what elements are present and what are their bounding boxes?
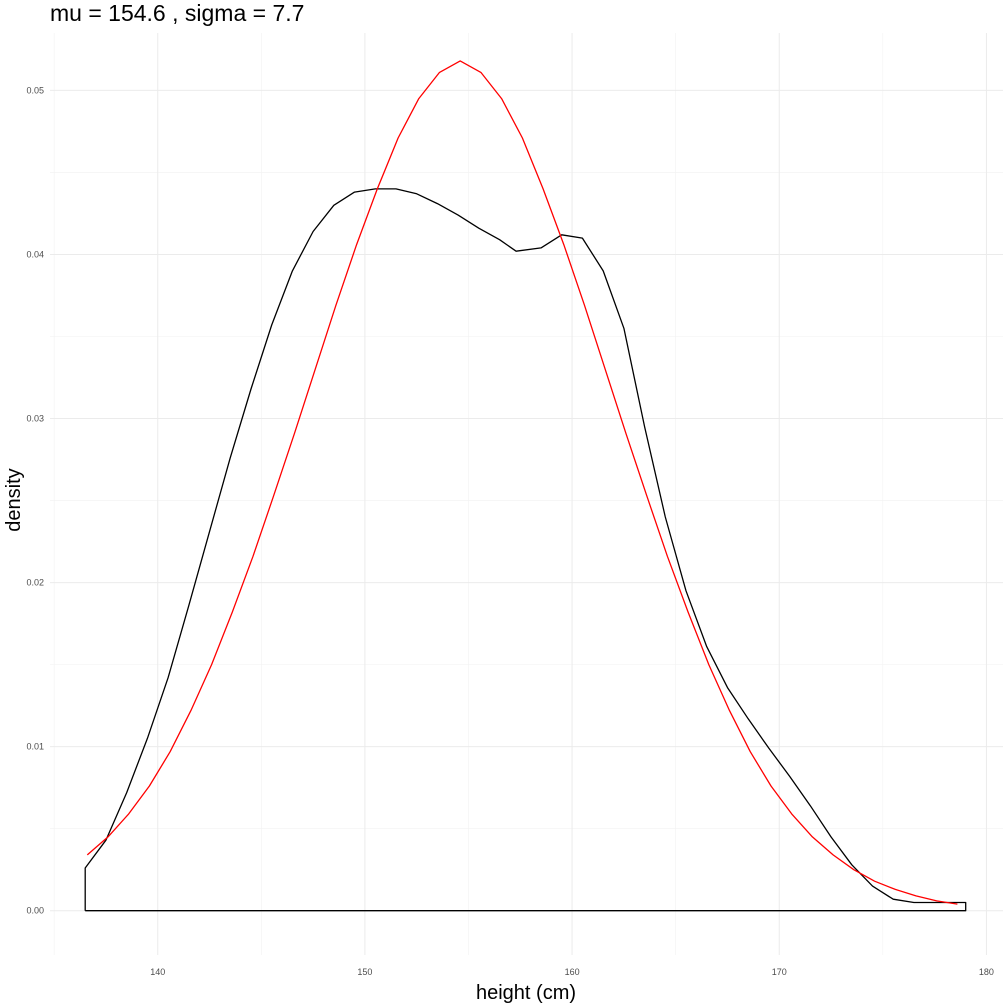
- y-tick-label: 0.05: [26, 85, 44, 95]
- x-axis-title: height (cm): [476, 982, 576, 1004]
- series-layer: [84, 60, 967, 912]
- x-tick-label: 140: [150, 967, 165, 977]
- kernel-density-curve: [84, 188, 967, 912]
- y-tick-label: 0.02: [26, 578, 44, 588]
- y-tick-labels: 0.00 0.01 0.02 0.03 0.04 0.05: [26, 85, 44, 915]
- y-tick-label: 0.04: [26, 249, 44, 259]
- y-tick-label: 0.01: [26, 742, 44, 752]
- y-tick-label: 0.03: [26, 414, 44, 424]
- x-tick-label: 180: [979, 967, 994, 977]
- y-tick-label: 0.00: [26, 906, 44, 916]
- chart-title: mu = 154.6 , sigma = 7.7: [50, 0, 304, 26]
- x-tick-label: 150: [357, 967, 372, 977]
- normal-density-curve: [86, 60, 958, 905]
- x-tick-label: 170: [772, 967, 787, 977]
- y-axis-title: density: [3, 468, 25, 531]
- x-tick-labels: 140 150 160 170 180: [150, 967, 994, 977]
- x-tick-label: 160: [565, 967, 580, 977]
- grid-lines: [50, 33, 1003, 955]
